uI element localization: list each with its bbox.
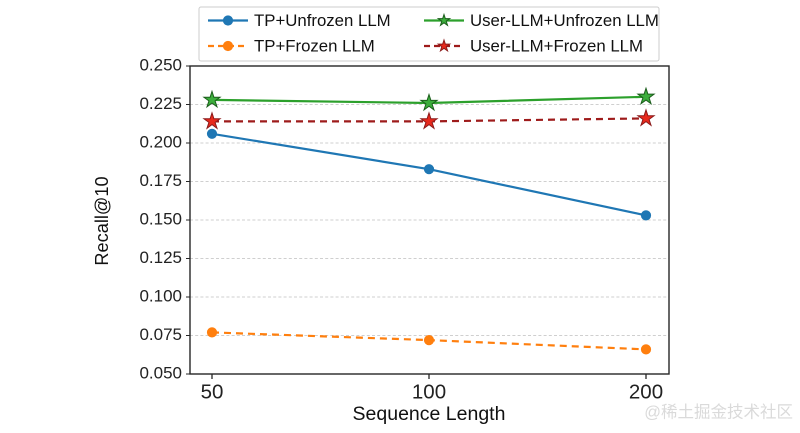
svg-text:0.075: 0.075 (139, 325, 182, 344)
svg-text:0.200: 0.200 (139, 133, 182, 152)
svg-text:Recall@10: Recall@10 (92, 176, 112, 265)
svg-text:0.225: 0.225 (139, 94, 182, 113)
svg-text:0.100: 0.100 (139, 287, 182, 306)
svg-text:0.125: 0.125 (139, 248, 182, 267)
svg-text:0.250: 0.250 (139, 56, 182, 75)
svg-text:0.150: 0.150 (139, 210, 182, 229)
svg-text:200: 200 (629, 381, 663, 404)
svg-text:@稀土掘金技术社区: @稀土掘金技术社区 (644, 403, 793, 422)
svg-text:50: 50 (201, 381, 224, 404)
svg-text:User-LLM+Frozen LLM: User-LLM+Frozen LLM (470, 37, 643, 56)
svg-text:100: 100 (412, 381, 446, 404)
svg-text:0.050: 0.050 (139, 364, 182, 383)
svg-text:User-LLM+Unfrozen LLM: User-LLM+Unfrozen LLM (470, 11, 659, 30)
svg-text:0.175: 0.175 (139, 171, 182, 190)
svg-text:Sequence Length: Sequence Length (353, 403, 506, 425)
svg-text:TP+Unfrozen LLM: TP+Unfrozen LLM (254, 11, 391, 30)
svg-text:TP+Frozen LLM: TP+Frozen LLM (254, 37, 375, 56)
